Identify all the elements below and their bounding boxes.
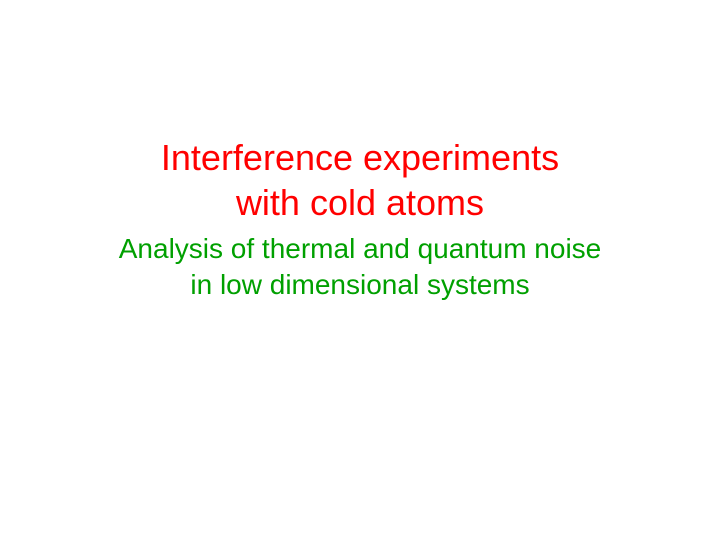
slide-subtitle: Analysis of thermal and quantum noise in… <box>0 231 720 304</box>
slide: Interference experiments with cold atoms… <box>0 0 720 540</box>
subtitle-line-1: Analysis of thermal and quantum noise <box>0 231 720 267</box>
slide-title: Interference experiments with cold atoms <box>0 135 720 225</box>
title-line-2: with cold atoms <box>0 180 720 225</box>
subtitle-line-2: in low dimensional systems <box>0 267 720 303</box>
title-line-1: Interference experiments <box>0 135 720 180</box>
